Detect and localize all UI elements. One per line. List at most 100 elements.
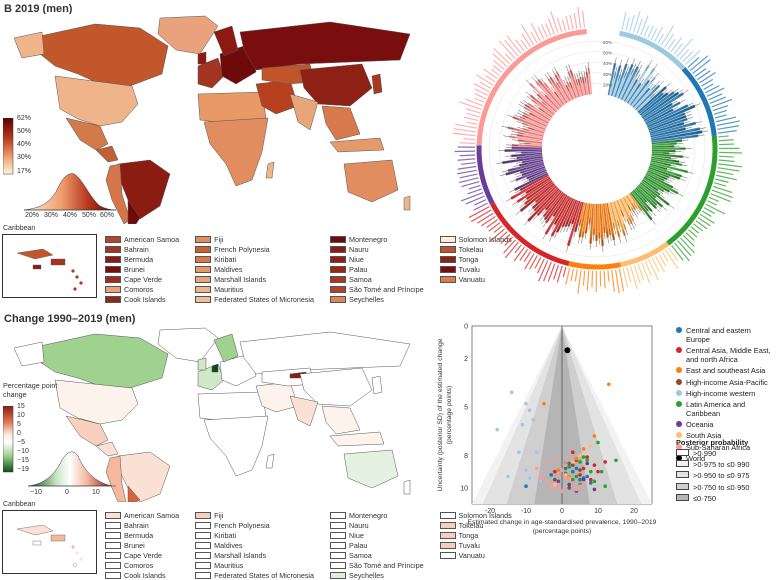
scatter-point bbox=[607, 382, 611, 386]
circ-country-label-mark bbox=[574, 13, 577, 29]
small-state-item: Comoros bbox=[105, 560, 179, 570]
circ-country-label-mark bbox=[463, 139, 475, 140]
posterior-label: ≤0·750 bbox=[693, 494, 716, 503]
small-state-item: Bahrain bbox=[105, 520, 179, 530]
legend-entry: East and southeast Asia bbox=[676, 366, 776, 375]
legend-swatch bbox=[195, 522, 211, 529]
legend-swatch bbox=[195, 296, 211, 303]
circ-country-label-mark bbox=[578, 7, 581, 28]
circ-error-bar bbox=[549, 231, 555, 242]
circ-country-label-mark bbox=[459, 178, 478, 183]
small-state-label: Montenegro bbox=[349, 235, 387, 244]
scatter-point bbox=[546, 462, 550, 466]
circ-error-bar bbox=[664, 201, 673, 208]
small-state-item: Bermuda bbox=[105, 530, 179, 540]
circ-country-label-mark bbox=[458, 159, 476, 160]
circ-country-label-mark bbox=[683, 235, 694, 246]
scatter-point bbox=[571, 463, 575, 467]
circ-country-label-mark bbox=[712, 99, 732, 106]
scatter-point bbox=[564, 473, 568, 477]
circ-country-label-mark bbox=[570, 15, 573, 29]
circ-country-label-mark bbox=[718, 160, 734, 161]
scatter-point bbox=[578, 484, 582, 488]
small-state-item: Kiribati bbox=[195, 254, 314, 264]
small-state-item: Kiribati bbox=[195, 530, 314, 540]
circ-country-label-mark bbox=[688, 58, 699, 68]
circ-country-label-mark bbox=[504, 240, 516, 253]
circ-country-label-mark bbox=[494, 60, 505, 69]
legend-swatch bbox=[105, 552, 121, 559]
caribbean-inset-change bbox=[2, 510, 97, 574]
legend-swatch bbox=[105, 562, 121, 569]
scatter-point bbox=[582, 455, 586, 459]
small-state-label: Bahrain bbox=[124, 245, 149, 254]
circ-country-label-mark bbox=[460, 143, 475, 144]
circ-country-label-mark bbox=[457, 170, 477, 173]
legend-swatch bbox=[330, 276, 346, 283]
map-southeast-asia bbox=[322, 406, 360, 434]
circ-country-label-mark bbox=[697, 71, 710, 80]
small-state-item: Seychelles bbox=[330, 294, 424, 304]
small-state-item: Cape Verde bbox=[105, 550, 179, 560]
scatter-point bbox=[585, 475, 589, 479]
small-state-label: Palau bbox=[349, 541, 367, 550]
small-state-item: São Tomé and Príncipe bbox=[330, 284, 424, 294]
small-state-item: Cook Islands bbox=[105, 294, 179, 304]
small-state-item: Brunei bbox=[105, 264, 179, 274]
circ-country-label-mark bbox=[514, 247, 524, 261]
small-state-label: Kiribati bbox=[214, 255, 236, 264]
map-japan bbox=[372, 74, 382, 94]
circ-country-label-mark bbox=[592, 271, 593, 287]
posterior-entry: >0·990 bbox=[676, 449, 776, 458]
scatter-point bbox=[517, 450, 521, 454]
small-state-label: Kiribati bbox=[214, 531, 236, 540]
scatter-point bbox=[603, 484, 607, 488]
change-cbar-1: 10 bbox=[17, 412, 25, 419]
legend-dot bbox=[676, 347, 682, 353]
legend-swatch bbox=[330, 572, 346, 579]
change-cbar-4: −5 bbox=[17, 439, 25, 446]
circ-country-label-mark bbox=[718, 136, 728, 137]
scatter-point bbox=[593, 480, 597, 484]
map-southeast-asia bbox=[322, 106, 360, 140]
circ-country-label-mark bbox=[715, 115, 726, 118]
scatter-point bbox=[603, 460, 607, 464]
small-state-item: Brunei bbox=[105, 540, 179, 550]
small-state-item: Cook Islands bbox=[105, 570, 179, 580]
circ-country-label-mark bbox=[716, 175, 737, 180]
legend-entry: High-income western bbox=[676, 389, 776, 398]
posterior-entry: >0·950 to ≤0·975 bbox=[676, 471, 776, 480]
circ-country-label-mark bbox=[715, 179, 728, 182]
circ-country-label-mark bbox=[619, 269, 623, 291]
circ-country-label-mark bbox=[707, 201, 716, 205]
small-state-item: Federated States of Micronesia bbox=[195, 294, 314, 304]
small-state-label: Brunei bbox=[124, 265, 145, 274]
scatter-point bbox=[589, 444, 593, 448]
legend-swatch bbox=[330, 246, 346, 253]
small-state-label: Brunei bbox=[124, 541, 145, 550]
map-subsaharan-africa bbox=[204, 118, 268, 186]
circ-country-label-mark bbox=[493, 54, 507, 67]
caribbean-label-change: Caribbean bbox=[3, 501, 35, 508]
scatter-point bbox=[557, 483, 561, 487]
legend-swatch bbox=[330, 532, 346, 539]
small-state-label: Cape Verde bbox=[124, 551, 162, 560]
circ-country-label-mark bbox=[551, 11, 558, 33]
change-title: Change 1990–2019 (men) bbox=[4, 313, 135, 325]
scatter-point bbox=[524, 468, 528, 472]
scatter-point bbox=[571, 460, 575, 464]
circ-country-label-mark bbox=[566, 16, 569, 30]
small-state-label: American Samoa bbox=[124, 235, 179, 244]
circ-country-label-mark bbox=[557, 18, 561, 32]
small-state-label: Niue bbox=[349, 255, 364, 264]
density-plot-change bbox=[24, 446, 120, 490]
circ-country-label-mark bbox=[484, 69, 498, 79]
map-new-zealand bbox=[404, 480, 410, 494]
change-cbar-0: 15 bbox=[17, 403, 25, 410]
scatter-point bbox=[535, 450, 539, 454]
circ-error-bar bbox=[674, 177, 685, 181]
circ-country-label-mark bbox=[464, 117, 478, 120]
legend-swatch bbox=[105, 512, 121, 519]
circ-country-label-mark bbox=[604, 271, 605, 289]
